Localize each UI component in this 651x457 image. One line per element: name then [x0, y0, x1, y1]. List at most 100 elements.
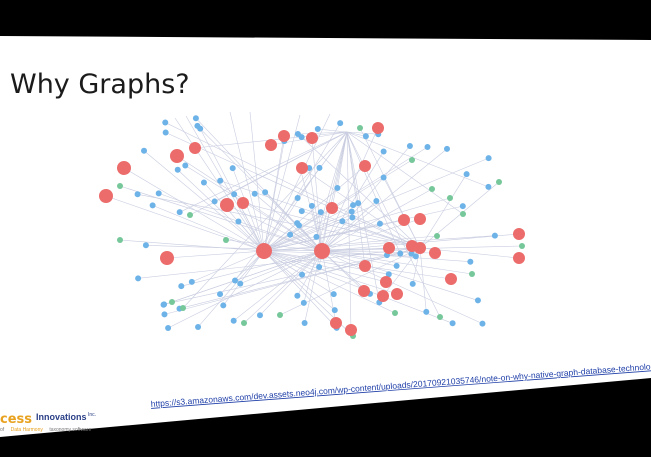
- graph-node-blue: [406, 142, 413, 149]
- graph-node-blue: [300, 299, 307, 306]
- graph-node-blue: [467, 258, 474, 265]
- graph-node-green: [223, 237, 229, 243]
- graph-edge: [243, 250, 323, 324]
- graph-edge: [263, 250, 396, 314]
- graph-edge: [304, 131, 348, 324]
- graph-node-red: [314, 243, 330, 259]
- graph-node-red: [170, 149, 184, 163]
- graph-edge: [321, 148, 448, 252]
- graph-node-red: [330, 317, 342, 329]
- graph-node-blue: [479, 320, 486, 327]
- graph-node-blue: [373, 197, 380, 204]
- graph-edge: [176, 155, 323, 252]
- graph-node-blue: [294, 130, 301, 137]
- graph-edge: [137, 193, 421, 249]
- graph-edge: [179, 131, 348, 213]
- graph-node-blue: [463, 171, 470, 178]
- graph-node-green: [117, 183, 123, 189]
- graph-edge: [263, 197, 451, 252]
- graph-edge: [308, 167, 323, 252]
- graph-node-blue: [474, 297, 481, 304]
- graph-edge: [249, 111, 265, 252]
- graph-edge: [254, 193, 323, 252]
- graph-node-blue: [174, 166, 181, 173]
- graph-edge: [181, 250, 323, 287]
- graph-node-blue: [314, 126, 321, 133]
- graph-node-red: [391, 288, 403, 300]
- graph-edge: [321, 250, 483, 324]
- graph-node-blue: [355, 200, 362, 207]
- graph-edge: [232, 168, 265, 252]
- logo-superscript: Inc.: [88, 412, 96, 418]
- graph-node-green: [241, 320, 247, 326]
- graph-node-red: [358, 285, 370, 297]
- graph-edge: [219, 250, 265, 295]
- graph-node-green: [429, 186, 435, 192]
- graph-edge: [346, 131, 366, 137]
- graph-edge: [263, 250, 335, 311]
- graph-node-blue: [195, 323, 202, 330]
- graph-edge: [165, 122, 421, 249]
- graph-node-green: [460, 211, 466, 217]
- graph-edge: [105, 195, 265, 252]
- graph-edge: [263, 204, 354, 252]
- graph-node-blue: [348, 208, 355, 215]
- graph-node-blue: [485, 183, 492, 190]
- graph-node-blue: [380, 148, 387, 155]
- logo-tagline: of Data Harmony taxonomy software: [0, 418, 91, 435]
- graph-node-red: [513, 228, 525, 240]
- graph-edge: [346, 131, 489, 188]
- graph-edge: [263, 235, 495, 252]
- graph-node-red: [220, 198, 234, 212]
- logo-text-small: Innovations: [36, 412, 87, 422]
- graph-edge: [195, 117, 323, 252]
- graph-node-blue: [491, 232, 498, 239]
- graph-edge: [321, 200, 377, 252]
- graph-node-green: [117, 237, 123, 243]
- graph-node-blue: [385, 271, 392, 278]
- graph-node-red: [359, 160, 371, 172]
- graph-edge: [321, 250, 397, 267]
- graph-edge: [263, 235, 438, 252]
- graph-node-blue: [287, 231, 294, 238]
- graph-node-blue: [134, 191, 141, 198]
- graph-node-red: [237, 197, 249, 209]
- graph-node-blue: [294, 220, 301, 227]
- graph-edge: [346, 131, 359, 204]
- graph-edge: [138, 247, 421, 279]
- graph-node-green: [437, 314, 443, 320]
- graph-node-blue: [194, 122, 201, 129]
- graph-node-red: [513, 252, 525, 264]
- graph-node-blue: [316, 263, 323, 270]
- slide-title: Why Graphs?: [10, 69, 190, 100]
- graph-node-blue: [142, 242, 149, 249]
- graph-node-blue: [339, 218, 346, 225]
- graph-node-green: [409, 157, 415, 163]
- graph-edge: [143, 150, 265, 252]
- graph-node-red: [414, 213, 426, 225]
- graph-node-blue: [176, 209, 183, 216]
- graph-node-blue: [251, 190, 258, 197]
- graph-node-green: [392, 310, 398, 316]
- graph-node-blue: [149, 202, 156, 209]
- graph-node-green: [447, 195, 453, 201]
- graph-node-green: [496, 179, 502, 185]
- graph-node-blue: [317, 209, 324, 216]
- graph-edge: [412, 247, 421, 284]
- graph-node-blue: [162, 129, 169, 136]
- graph-edge: [346, 131, 366, 267]
- graph-node-blue: [231, 191, 238, 198]
- graph-node-red: [345, 324, 357, 336]
- graph-node-red: [445, 273, 457, 285]
- graph-image: [99, 111, 525, 339]
- graph-edge: [263, 250, 453, 324]
- graph-edge: [229, 111, 265, 252]
- graph-node-blue: [229, 165, 236, 172]
- graph-edge: [419, 181, 500, 249]
- graph-node-green: [180, 305, 186, 311]
- graph-node-red: [326, 202, 338, 214]
- graph-edge: [203, 182, 265, 252]
- graph-edge: [174, 117, 265, 252]
- graph-edge: [225, 239, 323, 252]
